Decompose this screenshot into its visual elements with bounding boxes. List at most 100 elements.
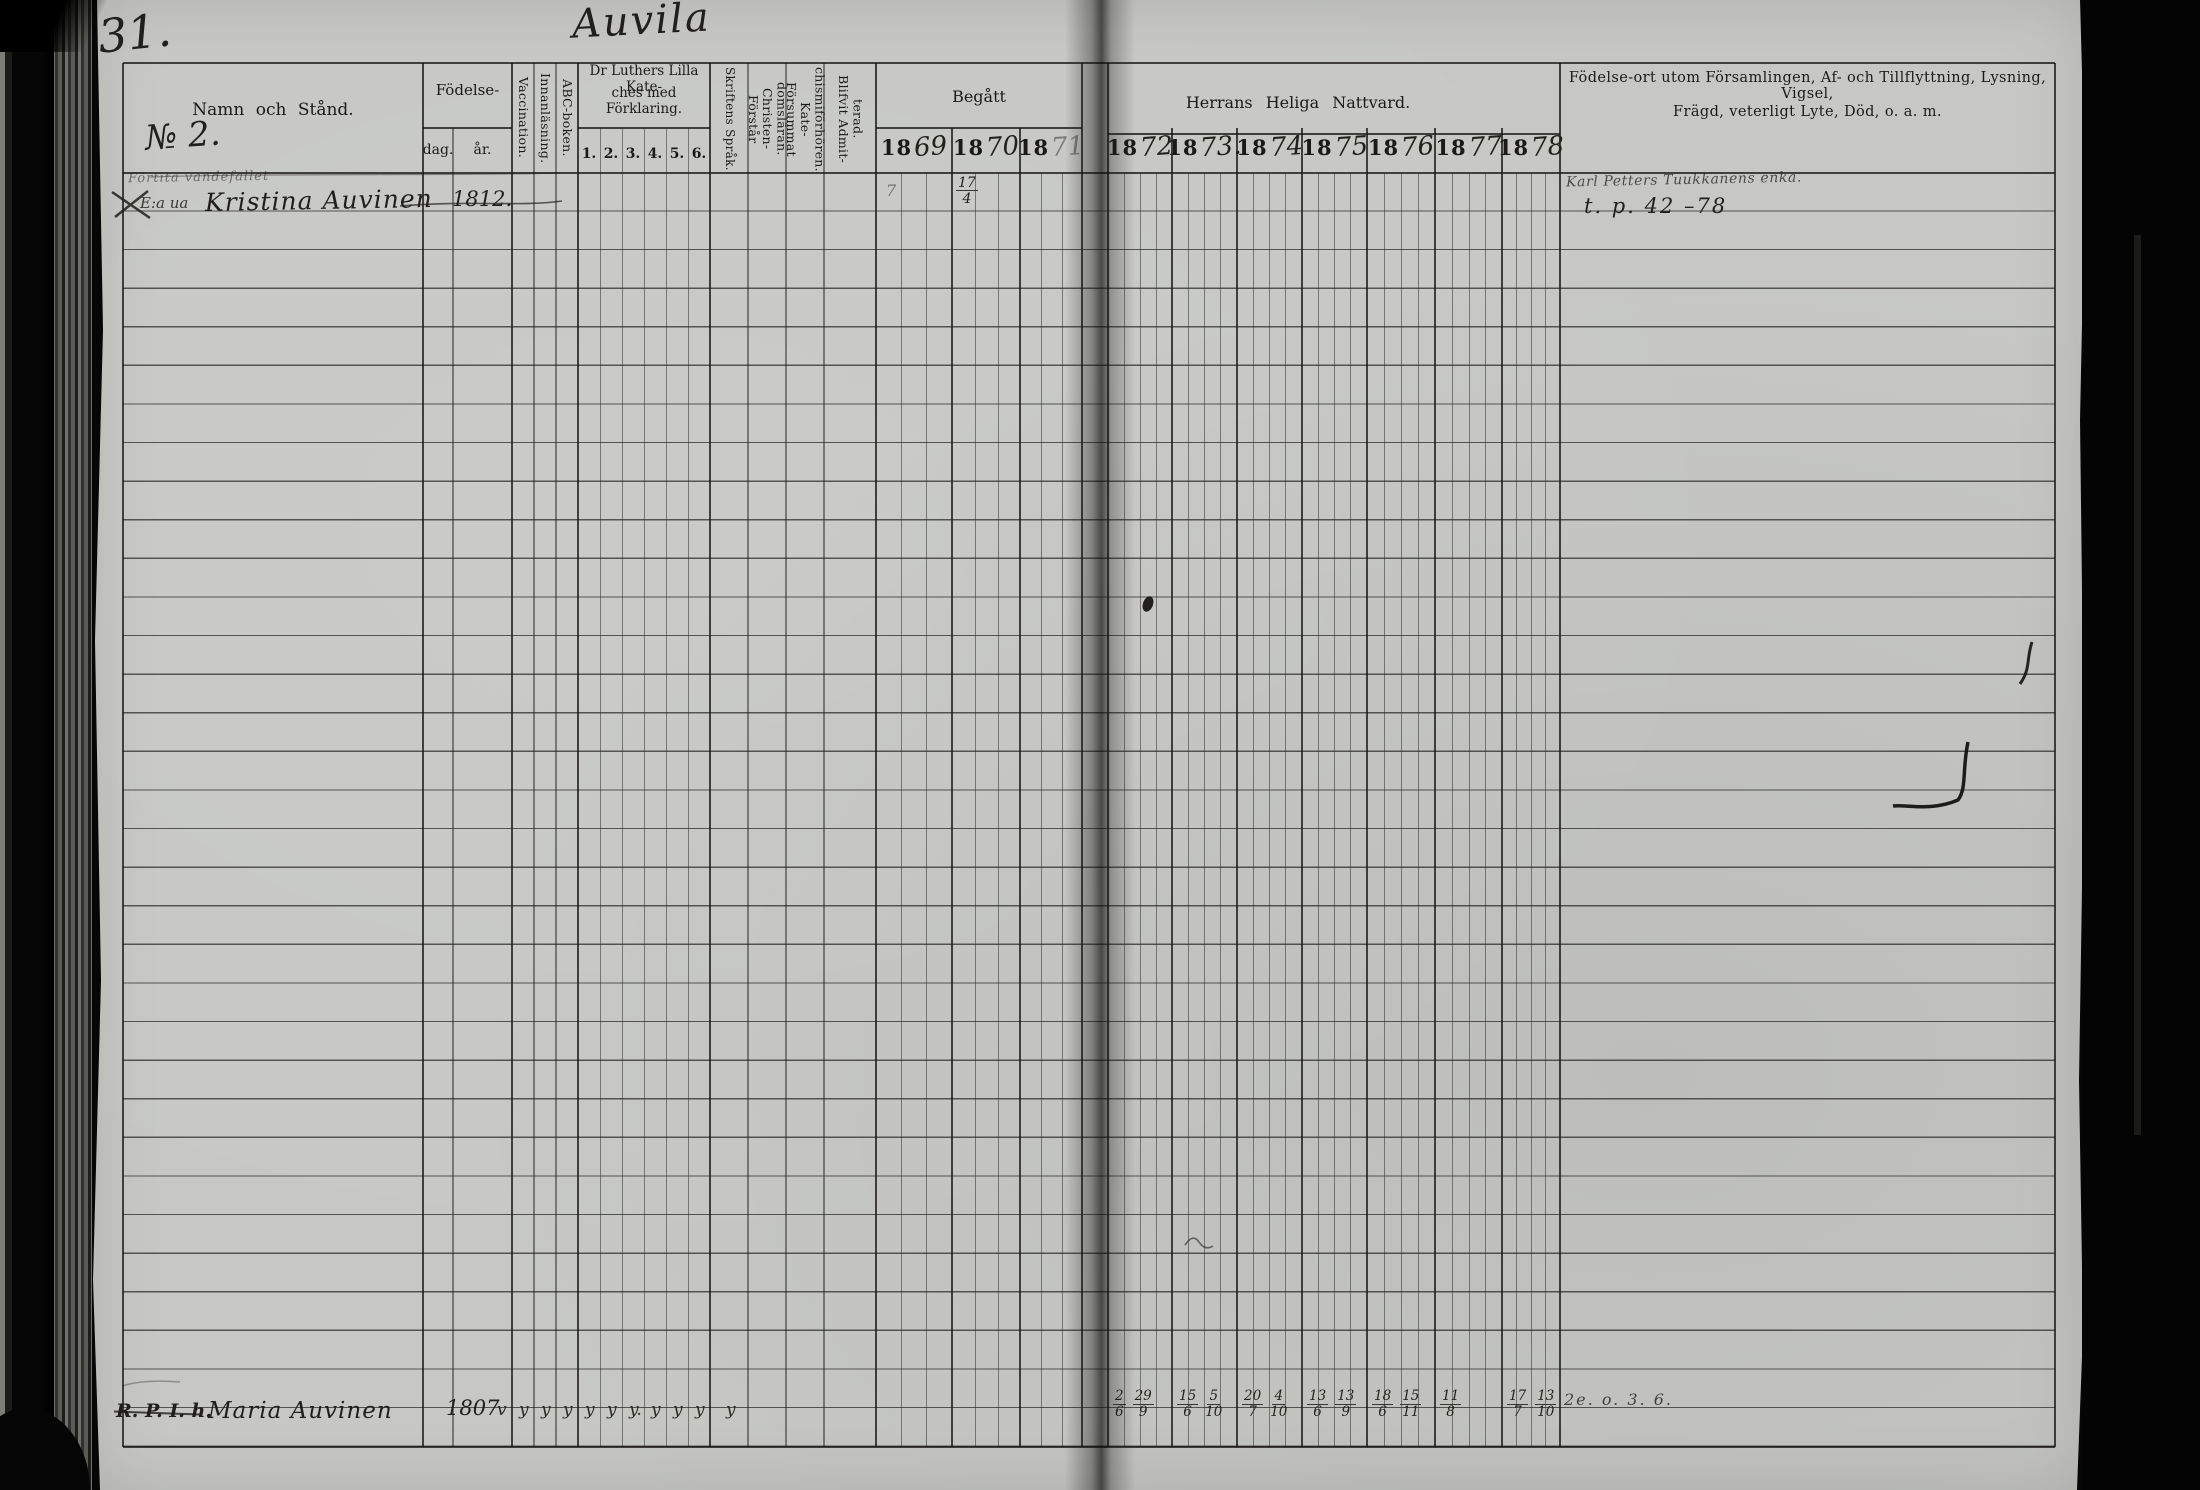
scan-top-left-corner [0, 0, 150, 52]
grid-vline [1333, 173, 1335, 1447]
grid-vline [122, 63, 124, 1447]
year-printed: 18 [1367, 135, 1400, 160]
entry-maria-birth-year: 1807 [446, 1396, 500, 1420]
year-ink: 74 [1268, 130, 1304, 164]
grid-vline [422, 63, 424, 1447]
grid-vline [1383, 173, 1385, 1447]
year-printed: 18 [1301, 135, 1333, 160]
grid-vline [1349, 173, 1351, 1447]
check-mark: y [651, 1400, 661, 1420]
grid-hline [123, 1446, 2055, 1448]
grid-vline [1366, 128, 1368, 1447]
grid-vline [1417, 173, 1419, 1447]
header-birth-group: Födelse- [435, 81, 500, 99]
grid-vline [875, 63, 877, 1447]
year-printed: 18 [952, 135, 985, 160]
row-number-note: № 2. [143, 113, 222, 159]
header-blifvit-admitterad: Blifvit Admit- terad. [836, 74, 866, 164]
grid-vline [1400, 173, 1402, 1447]
grid-vline [1434, 128, 1436, 1447]
grid-vline [555, 63, 557, 1447]
header-innanlasning: Innanläsning. [538, 72, 554, 164]
grid-vline [1515, 173, 1517, 1447]
header-nattvard: Herrans Heliga Nattvard. [1185, 92, 1411, 112]
year-printed: 18 [880, 135, 913, 160]
header-year-1872: 18 72 [1106, 131, 1174, 170]
header-forstar-christendomslaran: Förstår Christen- domsläran. [745, 82, 790, 156]
check-mark: y [673, 1400, 683, 1420]
grid-vline [951, 128, 953, 1447]
check-mark: y [519, 1400, 529, 1420]
grid-vline [1468, 173, 1470, 1447]
header-notes-line2: Frägd, veterligt Lyte, Död, o. a. m. [1673, 104, 1942, 120]
entry-kristina-begatt-1869: 7 [886, 181, 897, 200]
header-notes-line1: Födelse-ort utom Församlingen, Af- och T… [1568, 70, 2047, 102]
grid-vline [1155, 173, 1157, 1447]
entry-kristina-prefix: E:a ua [140, 194, 189, 212]
header-year-1875: 18 75 [1301, 131, 1368, 170]
header-katekes-line2: ches med Förklaring. [605, 85, 683, 117]
grid-vline [1544, 173, 1546, 1447]
check-mark: y [541, 1400, 551, 1420]
check-mark: y [695, 1400, 705, 1420]
paper-sheet: 31. Auvila Namn och Stånd. № 2. Födelse-… [93, 0, 2085, 1490]
page-edge-sliver [2134, 235, 2141, 1135]
book-page-stack-edge [52, 0, 92, 1490]
communion-dates-1874: 20 7 4 10 [1242, 1388, 1288, 1420]
date-fraction: 17 7 [1507, 1388, 1529, 1420]
date-fraction: 13 10 [1535, 1388, 1557, 1420]
entry-kristina-begatt-1870: 17 4 [956, 175, 978, 207]
grid-vline [1268, 173, 1270, 1447]
entry-kristina-birth-year: 1812. [452, 187, 513, 211]
year-printed: 18 [1106, 135, 1139, 160]
date-fraction: 11 8 [1440, 1388, 1462, 1420]
grid-vline [709, 63, 711, 1447]
header-year-1878: 18 78 [1498, 131, 1565, 170]
date-fraction: 4 10 [1270, 1388, 1288, 1420]
header-katekes-6: 6. [691, 146, 707, 162]
grid-vline [1284, 173, 1286, 1447]
year-ink: 78 [1530, 130, 1566, 164]
check-mark: y [726, 1400, 736, 1420]
header-year-1876: 18 76 [1367, 130, 1436, 170]
grid-vline [665, 128, 667, 1447]
year-printed: 18 [1236, 135, 1268, 160]
header-abc-boken: ABC-boken. [560, 79, 576, 157]
year-ink: 70 [985, 130, 1021, 164]
grid-hline [876, 127, 1082, 129]
page-title: Auvila [570, 0, 712, 48]
year-ink: 76 [1400, 130, 1436, 164]
date-fraction: 15 11 [1400, 1388, 1422, 1420]
date-fraction: 18 6 [1372, 1388, 1394, 1420]
header-begatt: Begått [952, 86, 1006, 106]
header-katekes-4: 4. [647, 146, 663, 162]
grid-hline [578, 127, 710, 129]
grid-vline [2054, 63, 2056, 1447]
entry-maria-name: Maria Auvinen [208, 1398, 393, 1424]
date-fraction: 20 7 [1242, 1388, 1264, 1420]
grid-vline [1484, 173, 1486, 1447]
communion-dates-1875: 13 6 13 9 [1307, 1389, 1357, 1419]
grid-vline [1530, 173, 1532, 1447]
check-mark: y. [629, 1400, 642, 1420]
grid-vline [1236, 128, 1238, 1447]
scan-right-edge [2082, 0, 2200, 1490]
header-year-1877: 18 77 [1435, 131, 1502, 170]
header-katekes-5: 5. [669, 146, 685, 162]
grid-vline [511, 63, 513, 1447]
year-printed: 18 [1497, 135, 1530, 160]
header-katekes-3: 3. [625, 146, 641, 162]
grid-vline [1451, 173, 1453, 1447]
entry-maria-note: 2e. o. 3. 6. [1564, 1390, 1673, 1409]
header-skriftens-sprak: Skriftens Språk. [722, 67, 737, 171]
grid-vline [599, 128, 601, 1447]
grid-vline [997, 173, 999, 1447]
grid-vline [1061, 173, 1063, 1447]
communion-dates-1877: 11 8 [1440, 1388, 1462, 1420]
grid-vline [1171, 128, 1173, 1447]
header-name-column: Namn och Stånd. [192, 100, 354, 120]
grid-vline [974, 173, 976, 1447]
check-mark: v [497, 1400, 507, 1420]
header-birth-year: år. [473, 142, 492, 158]
